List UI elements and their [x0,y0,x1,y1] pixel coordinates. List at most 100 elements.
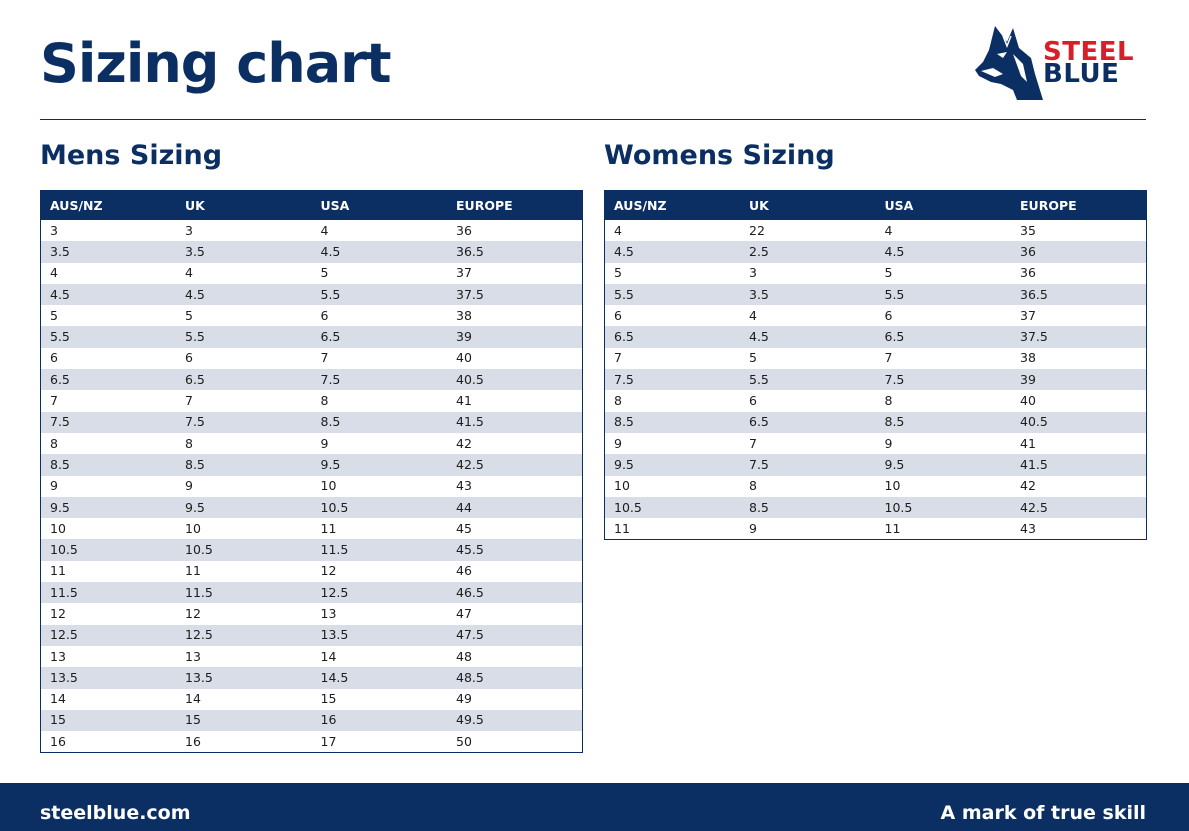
womens-sizing-table: AUS/NZ UK USA EUROPE 4 22 4 35 4.5 2.5 4.5 36 5 3 5 36… [604,190,1147,541]
table-row: 6.5 4.5 6.5 37.5 [604,326,1147,348]
table-cell: 7.5 [604,369,740,391]
table-cell: 14 [320,648,337,664]
wolf-head-icon [975,26,1043,100]
table-cell: 7.5 [176,411,312,433]
table-cell: 4 [185,265,193,281]
table-cell: 13.5 [176,667,312,689]
table-cell: 39 [447,326,583,348]
table-cell: 41.5 [447,411,583,433]
table-cell: 12.5 [311,582,447,604]
table-cell: 8 [185,435,193,451]
table-cell: 36.5 [1011,283,1147,306]
table-cell: 5 [884,265,893,281]
table-cell: 8 [884,393,893,409]
table-cell: 8.5 [875,411,1011,433]
table-row: 7.5 7.5 8.5 41.5 [40,411,583,433]
table-cell: 2.5 [740,241,876,263]
footer-tagline: A mark of true skill [940,802,1146,824]
table-header-row: AUS/NZ UK USA EUROPE [40,190,583,220]
table-row: 8 6 8 40 [605,390,1147,411]
table-cell: 5.5 [604,283,740,306]
table-cell: 13 [320,605,337,621]
table-cell: 6.5 [875,326,1011,348]
table-cell: 7 [50,393,58,409]
column-header: AUS/NZ [604,190,740,220]
table-cell: 9.5 [604,454,740,476]
table-cell: 12.5 [176,624,312,646]
table-row: 4.5 4.5 5.5 37.5 [40,283,583,306]
table-cell: 42 [456,435,472,451]
table-cell: 13.5 [311,624,447,646]
table-row: 6 4 6 37 [605,305,1147,326]
table-cell: 5 [50,307,58,323]
table-cell: 5 [614,265,622,281]
table-cell: 11.5 [176,582,312,604]
column-header: EUROPE [1011,190,1147,220]
table-cell: 13 [50,648,66,664]
table-cell: 8.5 [740,496,876,519]
table-cell: 5.5 [40,326,176,348]
mens-sizing-table: AUS/NZ UK USA EUROPE 3 3 4 36 3.5 3.5 4.5 36.5 4 4 5 3… [40,190,583,754]
table-row: 7 5 7 38 [605,348,1147,369]
table-row: 8.5 8.5 9.5 42.5 [40,454,583,476]
table-cell: 9 [320,435,329,451]
table-cell: 6.5 [176,369,312,391]
table-cell: 3 [749,265,757,281]
table-cell: 6.5 [40,369,176,391]
table-cell: 5.5 [176,326,312,348]
table-cell: 5 [320,265,329,281]
column-header: UK [176,190,312,220]
table-cell: 42.5 [447,454,583,476]
column-header: USA [311,190,447,220]
table-cell: 47 [456,605,472,621]
table-cell: 10.5 [40,539,176,561]
table-cell: 38 [456,307,472,323]
table-row: 4 4 5 37 [41,263,583,284]
table-cell: 5 [749,350,757,366]
column-header: AUS/NZ [40,190,176,220]
table-cell: 7.5 [740,454,876,476]
table-cell: 7.5 [40,411,176,433]
table-row: 11.5 11.5 12.5 46.5 [40,582,583,604]
table-cell: 16 [311,709,447,732]
table-cell: 36 [1020,265,1036,281]
table-cell: 4 [50,265,58,281]
table-cell: 15 [176,709,312,732]
table-cell: 37.5 [1011,326,1147,348]
table-cell: 7 [614,350,622,366]
table-row: 11 9 11 43 [605,518,1147,540]
table-cell: 36 [1011,241,1147,263]
table-row: 5 5 6 38 [41,305,583,326]
table-cell: 41 [456,393,472,409]
table-cell: 45 [456,520,472,536]
table-cell: 11 [50,563,66,579]
table-cell: 42.5 [1011,496,1147,519]
table-cell: 7.5 [875,369,1011,391]
table-row: 4.5 2.5 4.5 36 [604,241,1147,263]
table-row: 11 11 12 46 [41,561,583,582]
table-cell: 17 [320,733,337,749]
table-cell: 50 [456,733,472,749]
table-cell: 46.5 [447,582,583,604]
table-header-row: AUS/NZ UK USA EUROPE [604,190,1147,220]
logo-text-blue: BLUE [1043,59,1120,89]
table-cell: 12 [320,563,337,579]
table-cell: 9 [884,435,893,451]
table-cell: 10.5 [604,496,740,519]
table-cell: 6 [884,307,893,323]
table-row: 5.5 3.5 5.5 36.5 [604,283,1147,306]
table-cell: 5 [185,307,193,323]
table-cell: 40.5 [447,369,583,391]
table-cell: 7 [185,393,193,409]
table-row: 4 22 4 35 [605,220,1147,241]
table-cell: 42 [1020,478,1036,494]
table-cell: 8 [614,393,622,409]
table-cell: 10 [185,520,201,536]
table-cell: 6.5 [311,326,447,348]
table-cell: 10 [320,478,337,494]
table-cell: 10.5 [176,539,312,561]
table-cell: 8.5 [40,454,176,476]
table-cell: 4.5 [604,241,740,263]
table-row: 9.5 9.5 10.5 44 [40,496,583,519]
table-cell: 8 [320,393,329,409]
